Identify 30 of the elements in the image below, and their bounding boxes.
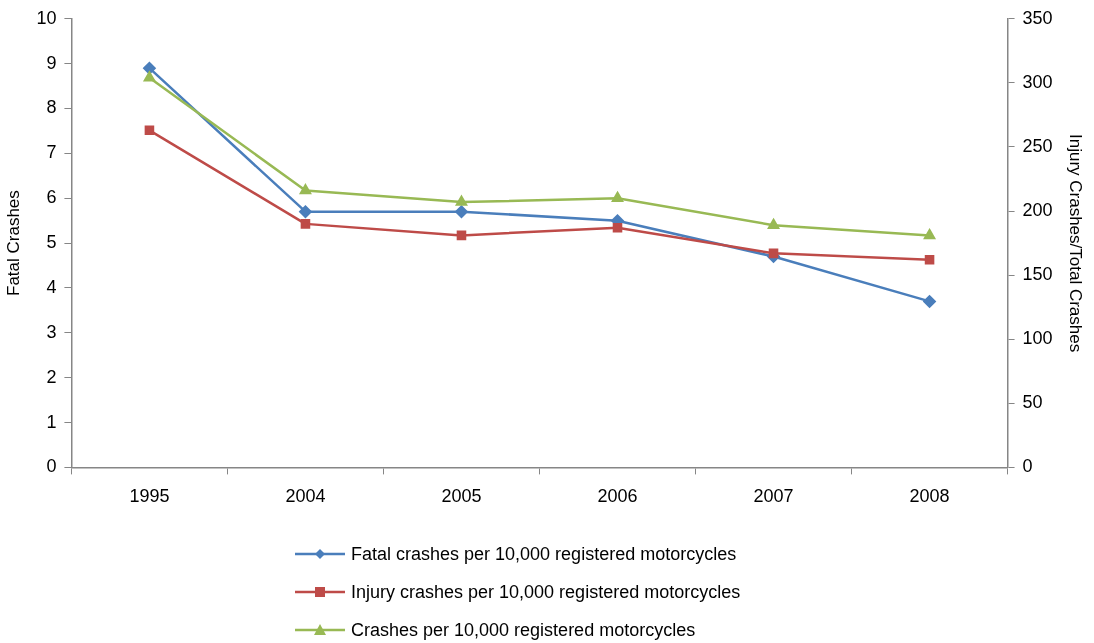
y2-axis-title: Injury Crashes/Total Crashes — [1066, 133, 1086, 353]
legend-label: Injury crashes per 10,000 registered motorcycles — [351, 581, 741, 603]
y2-tick-label: 150 — [1022, 264, 1053, 285]
x-tick-label: 2004 — [285, 486, 326, 507]
legend-label: Crashes per 10,000 registered motorcycles — [351, 619, 696, 641]
legend-label: Fatal crashes per 10,000 registered motorcycles — [351, 543, 737, 565]
x-tick-label: 2006 — [597, 486, 638, 507]
y-tick-label: 10 — [36, 7, 57, 28]
y-tick-label: 1 — [46, 411, 57, 432]
y2-tick-label: 200 — [1022, 200, 1053, 221]
y-tick-label: 6 — [46, 187, 57, 208]
y2-tick-label: 0 — [1022, 456, 1033, 477]
x-tick-label: 2008 — [909, 486, 950, 507]
x-tick-label: 2007 — [753, 486, 794, 507]
y-tick-label: 4 — [46, 276, 57, 297]
y-tick-label: 5 — [46, 232, 57, 253]
y2-tick-label: 50 — [1022, 392, 1043, 413]
y-tick-label: 2 — [46, 366, 57, 387]
y-tick-label: 3 — [46, 321, 57, 342]
y-axis-title: Fatal Crashes — [3, 190, 23, 297]
x-tick-label: 1995 — [129, 486, 170, 507]
y2-tick-label: 350 — [1022, 7, 1053, 28]
x-tick-label: 2005 — [441, 486, 482, 507]
y-tick-label: 8 — [46, 97, 57, 118]
y-tick-label: 7 — [46, 142, 57, 163]
y2-tick-label: 250 — [1022, 135, 1053, 156]
y-tick-label: 0 — [46, 456, 57, 477]
y2-tick-label: 300 — [1022, 71, 1053, 92]
y2-tick-label: 100 — [1022, 328, 1053, 349]
y-tick-label: 9 — [46, 52, 57, 73]
